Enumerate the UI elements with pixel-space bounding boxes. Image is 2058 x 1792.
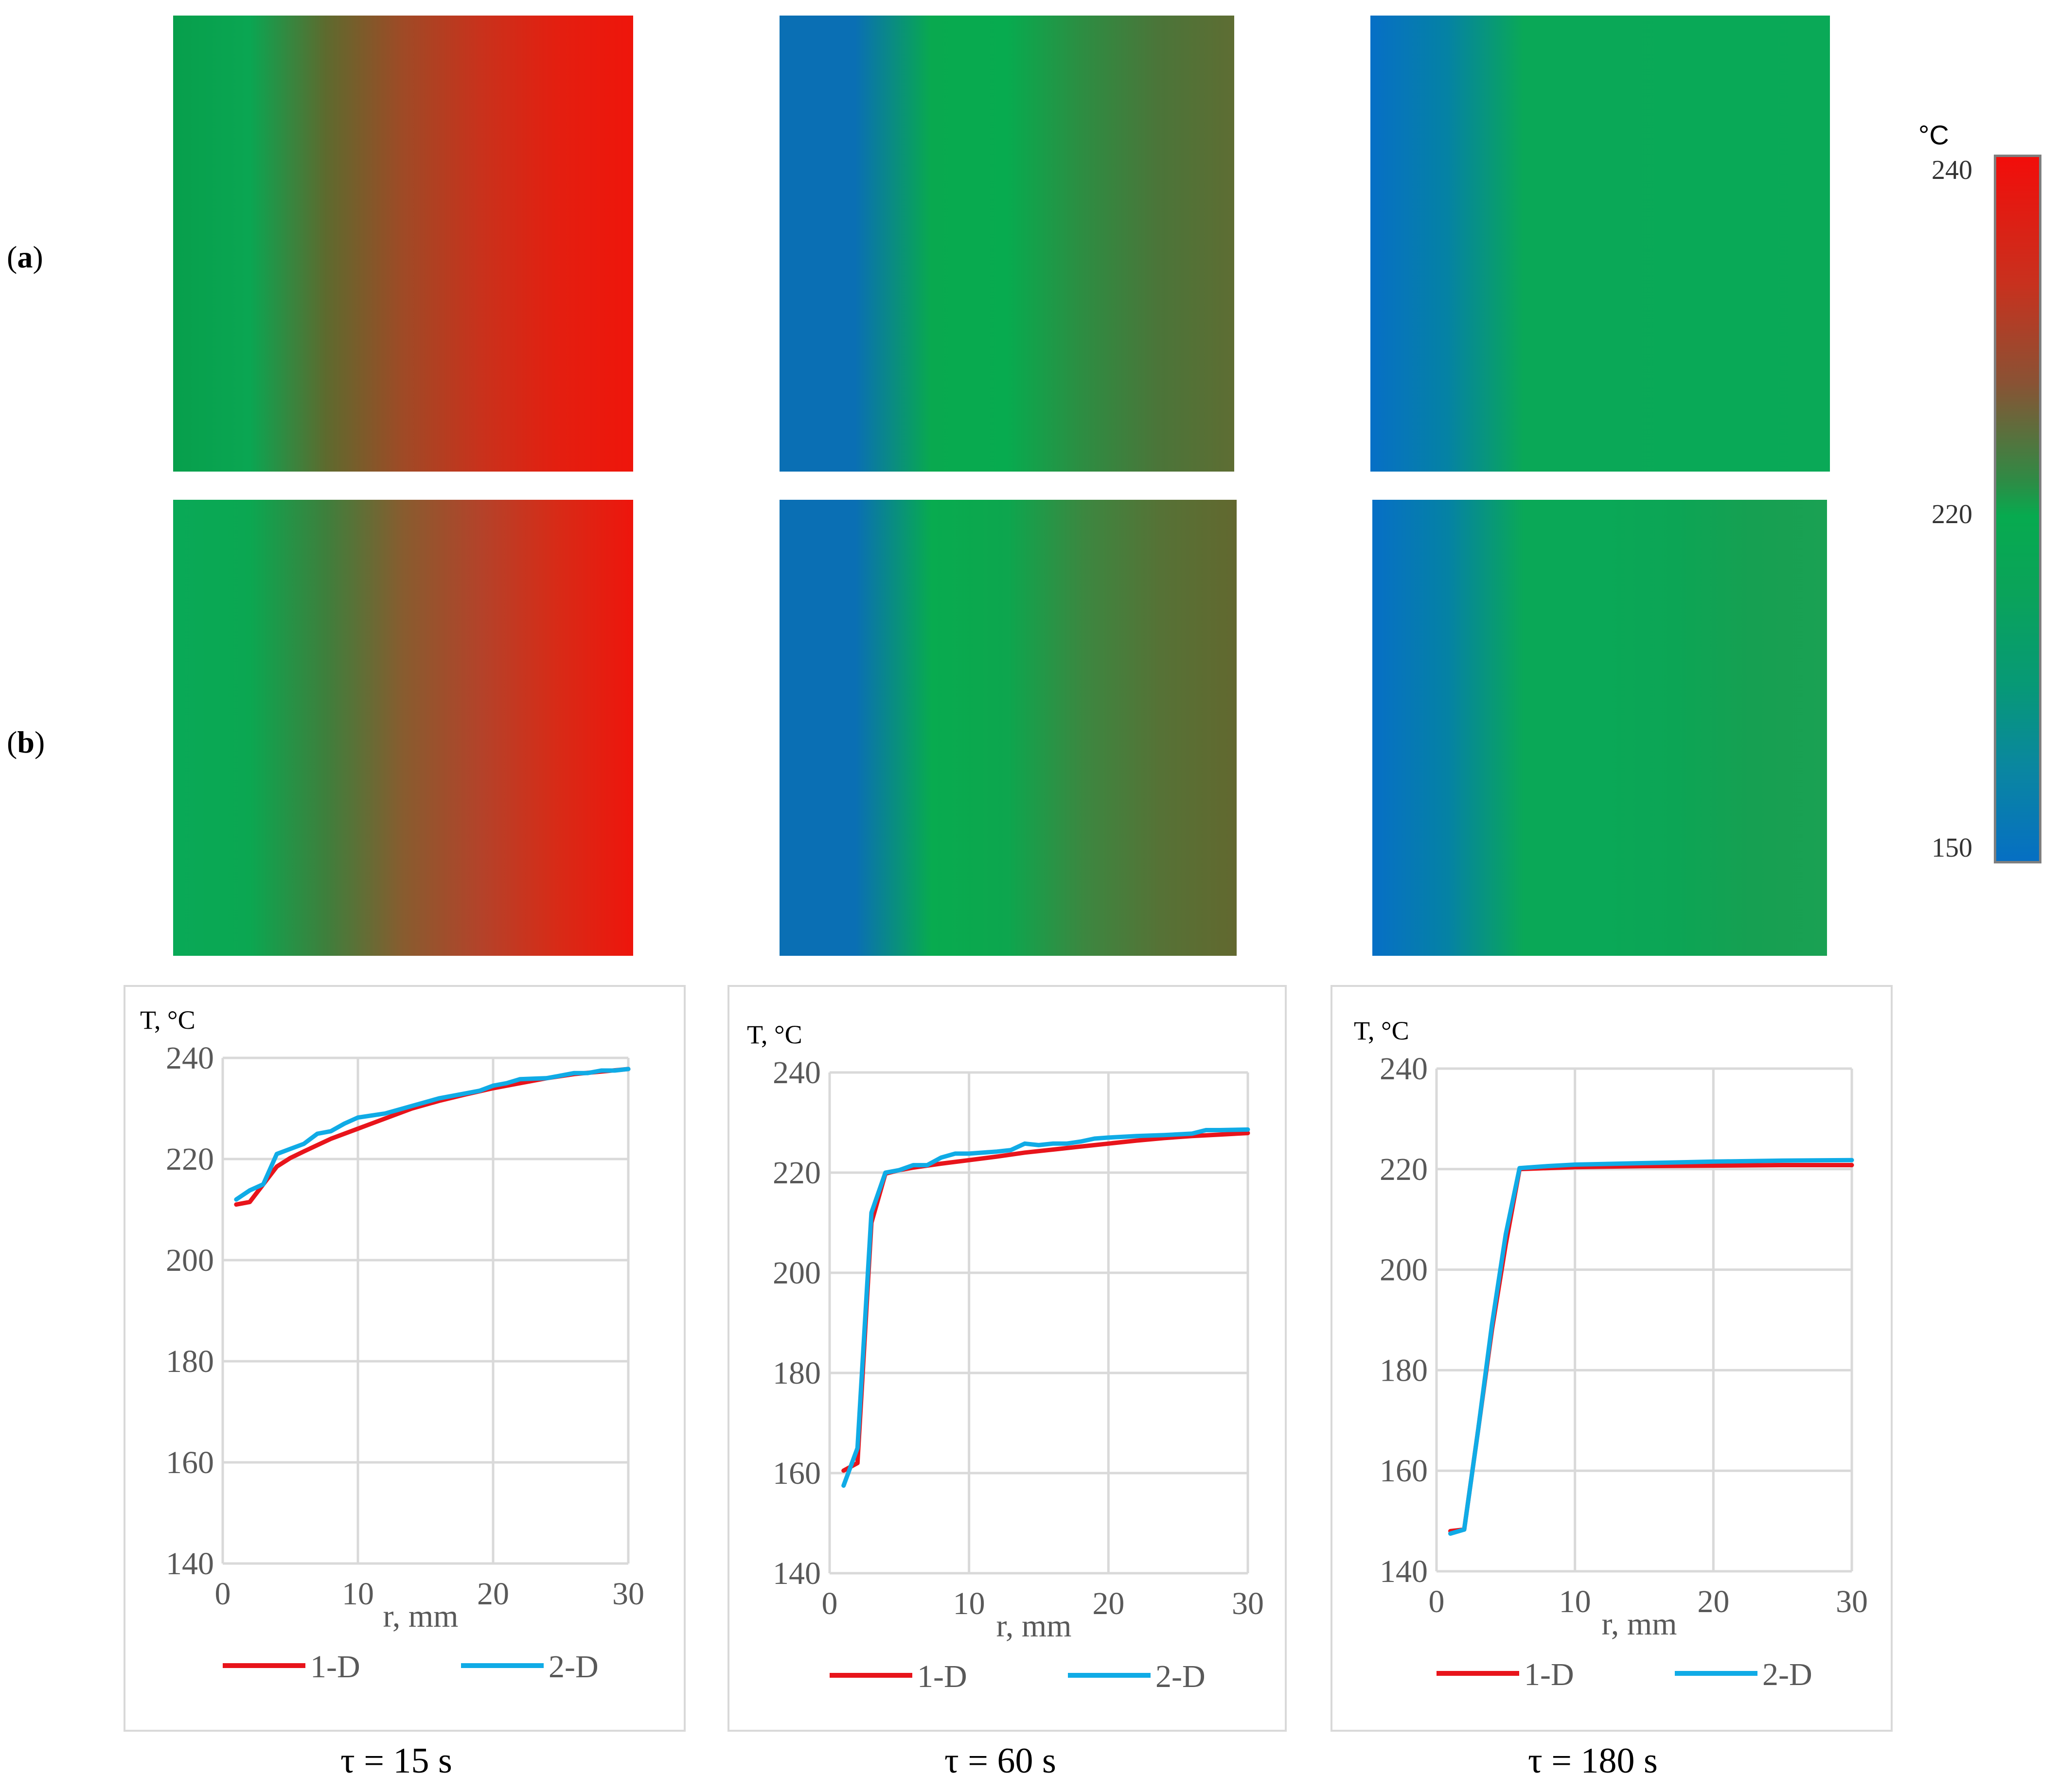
legend-label-1-D: 1-D (917, 1659, 967, 1694)
row-label-b: (b) (7, 725, 45, 759)
y-axis-label: T, °C (140, 1005, 195, 1035)
y-tick-label: 240 (773, 1055, 821, 1090)
y-tick-label: 200 (773, 1255, 821, 1291)
y-axis-label: T, °C (1354, 1016, 1409, 1045)
y-tick-label: 180 (1380, 1353, 1428, 1388)
x-tick-label: 0 (1429, 1584, 1445, 1619)
legend-label-2-D: 2-D (1155, 1659, 1206, 1694)
field-a-15 (173, 16, 633, 472)
legend-label-1-D: 1-D (310, 1649, 360, 1685)
y-tick-label: 180 (773, 1355, 821, 1391)
x-tick-label: 10 (1559, 1584, 1591, 1619)
chart-panel-180s: 240 220 200 180 160 140 0 10 20 30 T, °C r, mm 1-D 2-… (1331, 985, 1893, 1732)
y-tick-label: 200 (166, 1243, 214, 1278)
field-b-60 (780, 500, 1237, 956)
colorbar-tick-150: 150 (1932, 833, 1972, 863)
y-tick-label: 140 (166, 1546, 214, 1581)
legend-label-1-D: 1-D (1524, 1657, 1574, 1692)
series-line-1-D (234, 1067, 631, 1207)
caption-15s: τ = 15 s (340, 1741, 452, 1781)
chart-panel-60s: 240 220 200 180 160 140 0 10 20 30 T, °C r, mm 1-D 2-… (727, 985, 1287, 1732)
x-tick-label: 30 (1232, 1586, 1264, 1621)
colorbar-tick-220: 220 (1932, 499, 1972, 529)
y-tick-label: 160 (1380, 1453, 1428, 1489)
chart-panel-15s: 240 220 200 180 160 140 0 10 20 30 T, °C r, mm 1-D 2-… (124, 985, 686, 1732)
y-tick-label: 160 (773, 1456, 821, 1491)
y-tick-label: 240 (1380, 1051, 1428, 1087)
series-line-2-D (1448, 1158, 1854, 1536)
y-axis-label: T, °C (747, 1020, 802, 1049)
x-tick-label: 20 (1092, 1586, 1124, 1621)
series-line-2-D (841, 1127, 1250, 1488)
y-tick-label: 220 (773, 1155, 821, 1191)
field-b-15 (173, 500, 633, 956)
y-tick-label: 240 (166, 1040, 214, 1076)
field-a-60 (780, 16, 1234, 472)
field-a-180 (1370, 16, 1830, 472)
x-tick-label: 20 (477, 1576, 509, 1612)
y-tick-label: 180 (166, 1344, 214, 1379)
y-tick-label: 220 (1380, 1152, 1428, 1187)
y-tick-label: 140 (1380, 1554, 1428, 1589)
legend-label-2-D: 2-D (1762, 1657, 1812, 1692)
colorbar-unit: °C (1918, 120, 1949, 150)
x-axis-label: r, mm (1601, 1606, 1677, 1642)
y-tick-label: 220 (166, 1142, 214, 1177)
series-line-1-D (841, 1131, 1250, 1473)
y-tick-label: 160 (166, 1445, 214, 1480)
caption-60s: τ = 60 s (944, 1741, 1056, 1781)
colorbar-tick-240: 240 (1932, 155, 1972, 185)
x-tick-label: 30 (612, 1576, 644, 1612)
x-tick-label: 0 (215, 1576, 231, 1612)
x-axis-label: r, mm (383, 1599, 458, 1634)
row-label-a: (a) (7, 240, 43, 274)
x-tick-label: 10 (342, 1576, 374, 1612)
x-tick-label: 10 (953, 1586, 985, 1621)
field-b-180 (1372, 500, 1827, 956)
series-line-2-D (234, 1067, 631, 1202)
x-axis-label: r, mm (996, 1608, 1071, 1644)
y-tick-label: 200 (1380, 1252, 1428, 1288)
x-tick-label: 30 (1836, 1584, 1868, 1619)
x-tick-label: 20 (1697, 1584, 1729, 1619)
caption-180s: τ = 180 s (1528, 1741, 1658, 1781)
colorbar (1994, 155, 2041, 863)
y-tick-label: 140 (773, 1556, 821, 1591)
legend-label-2-D: 2-D (549, 1649, 599, 1685)
x-tick-label: 0 (822, 1586, 838, 1621)
